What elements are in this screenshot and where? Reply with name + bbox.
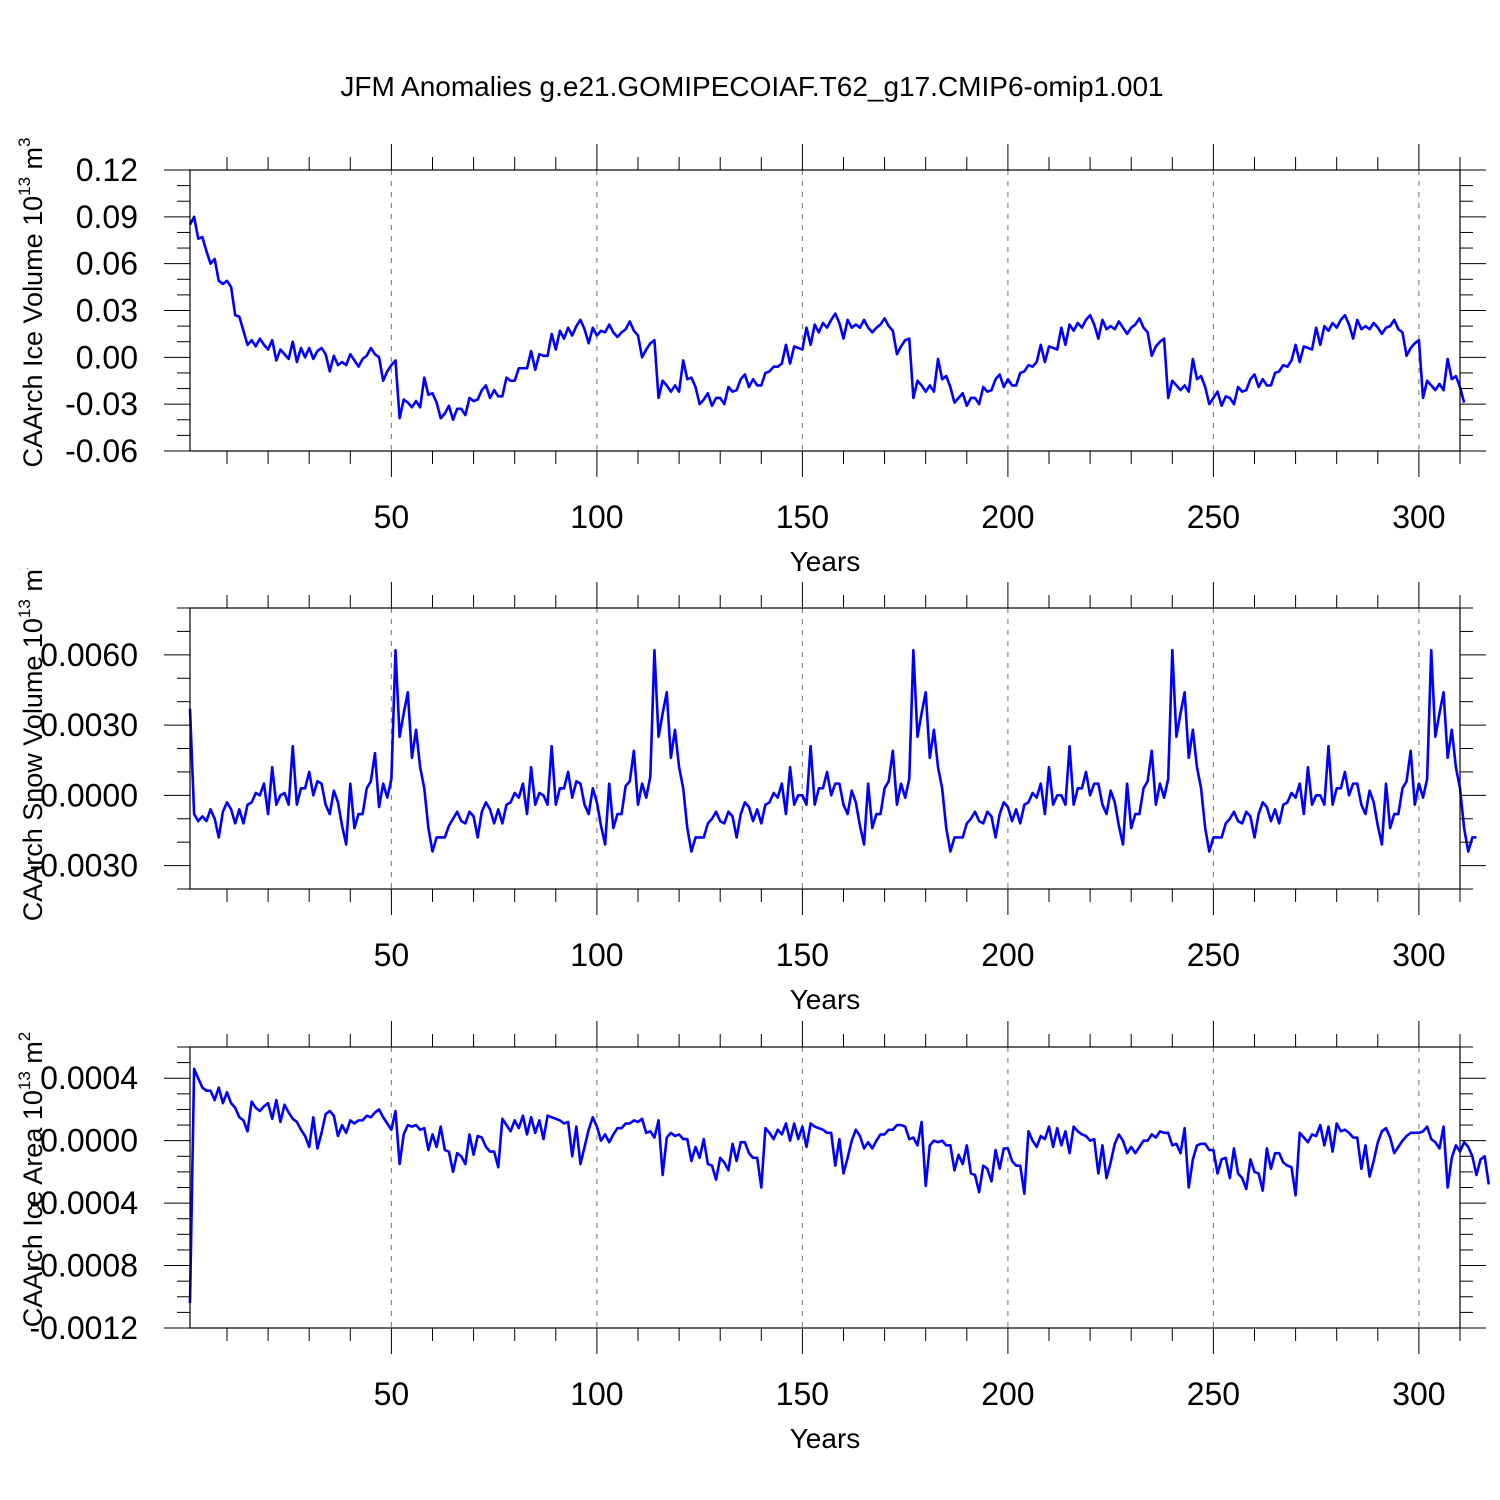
x-tick-label: 200 [981,937,1034,973]
x-tick-label: 150 [776,937,829,973]
y-tick-label: -0.03 [65,386,138,422]
ice-area-y-axis-title: CAArch Ice Area 1013 m2 [15,1032,48,1328]
y-title-superscript: 13 [15,599,34,618]
x-tick-label: 250 [1187,937,1240,973]
ice-volume-y-axis-title: CAArch Ice Volume 1013 m3 [15,137,48,467]
panels: 50 100 150 200 250 300Years0.120.090.060.030.… [15,137,1491,1454]
y-title-superscript: 13 [15,1071,34,1090]
snow-volume-panel: 50 100 150 200 250 300 Years 0.0060 0.0030 0.0000… [15,560,1486,1015]
ice-area-panel: 50 100 150 200 250 300 Years 0.0004 0.0000 -0.000… [15,1021,1491,1454]
y-tick-label: -0.0030 [29,848,138,884]
y-title-text: m [18,569,48,599]
y-tick-label: 0.06 [76,246,138,282]
y-tick-label: 0.0004 [40,1060,138,1096]
y-tick-label: 0.12 [76,152,138,188]
x-tick-label: 50 [374,937,410,973]
y-tick-label: 0.00 [76,339,138,375]
y-tick-label: 0.0030 [40,707,138,743]
y-tick-label: -0.0012 [29,1310,138,1346]
ice-volume-panel: 50 100 150 200 250 300 Years 0.12 0.09 0.06 0.03 0.… [15,137,1486,577]
y-title-superscript: 13 [15,177,34,196]
x-tick-label: 250 [1187,499,1240,535]
ice-volume-x-axis-title: Years [790,546,861,577]
ice-volume-series-line [188,215,1466,422]
y-tick-label: -0.0008 [29,1248,138,1284]
x-tick-label: 300 [1392,937,1445,973]
y-title-superscript: 2 [15,1032,34,1041]
x-tick-label: 50 [374,499,410,535]
y-tick-label: 0.0060 [40,637,138,673]
chart-title: JFM Anomalies g.e21.GOMIPECOIAF.T62_g17.… [340,71,1163,102]
ice-area-y-axis-title-group: CAArch Ice Area 1013 m2 [15,1032,48,1328]
y-title-superscript: 3 [15,137,34,146]
y-title-text: m [18,147,48,177]
y-tick-label: -0.0004 [29,1185,138,1221]
ice-volume-y-axis-title-group: CAArch Ice Volume 1013 m3 [15,137,48,467]
y-title-text: CAArch Ice Volume 10 [18,196,48,468]
snow-volume-y-axis-title: CAArch Snow Volume 1013 m3 [15,560,48,922]
x-tick-label: 250 [1187,1376,1240,1412]
ice-area-series-line [188,1067,1491,1304]
x-tick-label: 100 [570,1376,623,1412]
y-title-text: CAArch Snow Volume 10 [18,618,48,921]
x-tick-label: 200 [981,499,1034,535]
y-tick-label: -0.06 [65,433,138,469]
y-tick-label: 0.0000 [40,1123,138,1159]
y-title-text: m [18,1041,48,1071]
ice-area-x-axis-title: Years [790,1423,861,1454]
x-tick-label: 100 [570,499,623,535]
x-tick-label: 300 [1392,499,1445,535]
y-title-text: CAArch Ice Area 10 [18,1090,48,1327]
x-tick-label: 150 [776,499,829,535]
x-tick-label: 50 [374,1376,410,1412]
y-title-superscript: 3 [15,560,34,569]
x-tick-label: 100 [570,937,623,973]
x-tick-label: 200 [981,1376,1034,1412]
x-tick-label: 150 [776,1376,829,1412]
snow-volume-series-line [188,648,1477,853]
y-tick-label: 0.03 [76,293,138,329]
y-tick-label: 0.09 [76,199,138,235]
snow-volume-y-axis-title-group: CAArch Snow Volume 1013 m3 [15,560,48,922]
snow-volume-x-axis-title: Years [790,984,861,1015]
x-tick-label: 300 [1392,1376,1445,1412]
y-tick-label: 0.0000 [40,777,138,813]
